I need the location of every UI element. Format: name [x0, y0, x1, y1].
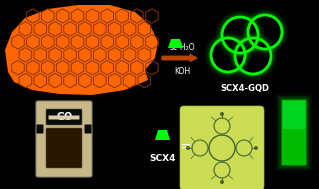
FancyBboxPatch shape [279, 98, 308, 167]
Polygon shape [168, 39, 183, 48]
FancyBboxPatch shape [36, 101, 92, 177]
Circle shape [254, 146, 258, 150]
FancyBboxPatch shape [48, 115, 79, 119]
Text: KOH: KOH [174, 67, 190, 76]
FancyBboxPatch shape [276, 94, 312, 171]
FancyBboxPatch shape [46, 109, 82, 125]
Polygon shape [5, 5, 158, 95]
FancyBboxPatch shape [278, 96, 310, 169]
FancyBboxPatch shape [85, 125, 92, 133]
Circle shape [220, 112, 224, 116]
Polygon shape [155, 130, 170, 140]
Text: GO: GO [57, 112, 73, 122]
Text: sc-H₂O: sc-H₂O [169, 43, 195, 52]
FancyBboxPatch shape [36, 125, 43, 133]
Circle shape [186, 146, 190, 150]
FancyBboxPatch shape [283, 101, 305, 129]
Text: =: = [179, 141, 191, 155]
FancyArrow shape [162, 54, 197, 61]
FancyBboxPatch shape [46, 128, 82, 168]
FancyBboxPatch shape [180, 106, 264, 189]
Text: SCX4-GQD: SCX4-GQD [220, 84, 270, 93]
FancyBboxPatch shape [281, 99, 307, 166]
Circle shape [220, 180, 224, 184]
Text: SCX4: SCX4 [150, 154, 176, 163]
